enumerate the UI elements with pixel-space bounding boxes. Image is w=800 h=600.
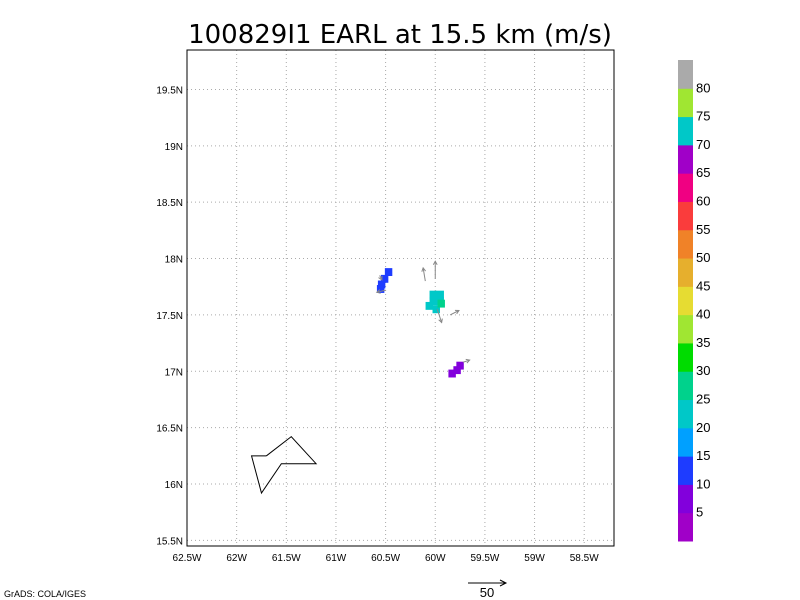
reference-vector: 50 xyxy=(468,579,508,600)
wind-cell xyxy=(429,297,437,306)
colorbar-segment xyxy=(678,512,693,542)
y-tick-label: 16.5N xyxy=(156,424,183,435)
plot-frame xyxy=(186,49,615,547)
x-tick-label: 62W xyxy=(226,553,247,564)
reference-vector-label: 50 xyxy=(480,585,494,600)
y-tick-label: 18N xyxy=(165,255,183,266)
y-tick-label: 16N xyxy=(165,480,183,491)
wind-cell xyxy=(456,361,464,370)
wind-vector-head xyxy=(375,289,381,294)
colorbar-label: 15 xyxy=(696,448,710,463)
wind-cell xyxy=(380,274,389,283)
wind-vector xyxy=(422,267,426,282)
x-tick-label: 59.5W xyxy=(470,553,499,564)
wind-vector-head xyxy=(378,275,383,281)
colorbar-label: 10 xyxy=(696,476,710,491)
colorbar-segment xyxy=(678,484,693,514)
wind-cell xyxy=(384,268,393,277)
colorbar-label: 40 xyxy=(696,307,710,322)
colorbar-label: 25 xyxy=(696,392,710,407)
wind-cell xyxy=(377,280,386,289)
wind-vector-head xyxy=(421,266,426,272)
x-tick-label: 59W xyxy=(524,553,545,564)
colorbar-segment xyxy=(678,258,693,287)
colorbar-segment xyxy=(678,116,693,146)
colorbar-segment xyxy=(678,88,693,118)
y-axis-ticks: 15.5N 16N 16.5N 17N 17.5N 18N 18.5N 19N 19.5N xyxy=(156,85,183,547)
wind-cell xyxy=(436,290,444,299)
wind-cell xyxy=(453,366,461,375)
wind-cell xyxy=(425,301,434,310)
colorbar-label: 60 xyxy=(696,193,710,208)
x-tick-label: 61.5W xyxy=(272,553,301,564)
wind-vector xyxy=(436,309,443,323)
wind-vector-head xyxy=(432,260,438,265)
colorbar-label: 45 xyxy=(696,278,710,293)
colorbar-label: 55 xyxy=(696,222,710,237)
colorbar-segment xyxy=(678,201,693,231)
colorbar-segment xyxy=(678,342,693,372)
colorbar-label: 20 xyxy=(696,420,710,435)
wind-cells xyxy=(376,268,464,378)
colorbar-label: 50 xyxy=(696,250,710,265)
colorbar-label: 5 xyxy=(696,505,703,520)
colorbar-label: 30 xyxy=(696,363,710,378)
x-axis-ticks: 62.5W 62W 61.5W 61W 60.5W 60W 59.5W 59W 58.5W xyxy=(173,553,600,564)
colorbar-label: 75 xyxy=(696,109,710,124)
grid-lines xyxy=(187,50,614,546)
colorbar-label: 70 xyxy=(696,137,710,152)
wind-vector-head xyxy=(438,318,443,324)
colorbar-segment xyxy=(678,427,693,457)
y-tick-label: 19.5N xyxy=(156,85,183,96)
colorbar-segment xyxy=(678,399,693,429)
wind-vector xyxy=(462,359,470,363)
x-tick-label: 61W xyxy=(326,553,347,564)
storm-track-line xyxy=(250,435,318,495)
chart-title: 100829I1 EARL at 15.5 km (m/s) xyxy=(188,20,612,50)
colorbar-segment xyxy=(678,229,693,259)
wind-cell xyxy=(437,299,445,308)
wind-cell xyxy=(448,369,456,378)
x-tick-label: 60.5W xyxy=(371,553,400,564)
colorbar-segment xyxy=(678,60,693,89)
y-tick-label: 17N xyxy=(165,367,183,378)
colorbar-label: 80 xyxy=(696,80,710,95)
wind-vector-head xyxy=(454,309,460,315)
storm-track xyxy=(250,435,318,495)
wind-vector xyxy=(449,310,460,316)
x-tick-label: 60W xyxy=(425,553,446,564)
wind-vector-head xyxy=(465,358,471,364)
colorbar-segment xyxy=(678,371,693,401)
colorbar-label: 35 xyxy=(696,335,710,350)
colorbar-segment xyxy=(678,173,693,202)
y-tick-label: 19N xyxy=(165,142,183,153)
colorbar-segment xyxy=(678,144,693,174)
wind-vectors xyxy=(375,260,471,364)
wind-cell xyxy=(429,290,437,299)
reference-vector-head xyxy=(499,579,508,587)
y-tick-label: 17.5N xyxy=(156,311,183,322)
y-tick-label: 18.5N xyxy=(156,198,183,209)
x-tick-label: 58.5W xyxy=(570,553,599,564)
y-tick-label: 15.5N xyxy=(156,536,183,547)
colorbar-segment xyxy=(678,286,693,316)
colorbar: 5 10 15 20 25 30 35 40 45 50 55 60 65 70 75 80 xyxy=(678,60,710,542)
credit-text: GrADS: COLA/IGES xyxy=(4,589,86,599)
colorbar-segment xyxy=(678,456,693,485)
wind-vector xyxy=(376,289,386,293)
wind-cell xyxy=(376,285,385,293)
wind-cell xyxy=(432,305,440,314)
colorbar-label: 65 xyxy=(696,165,710,180)
colorbar-segment xyxy=(678,314,693,344)
x-tick-label: 62.5W xyxy=(173,553,202,564)
